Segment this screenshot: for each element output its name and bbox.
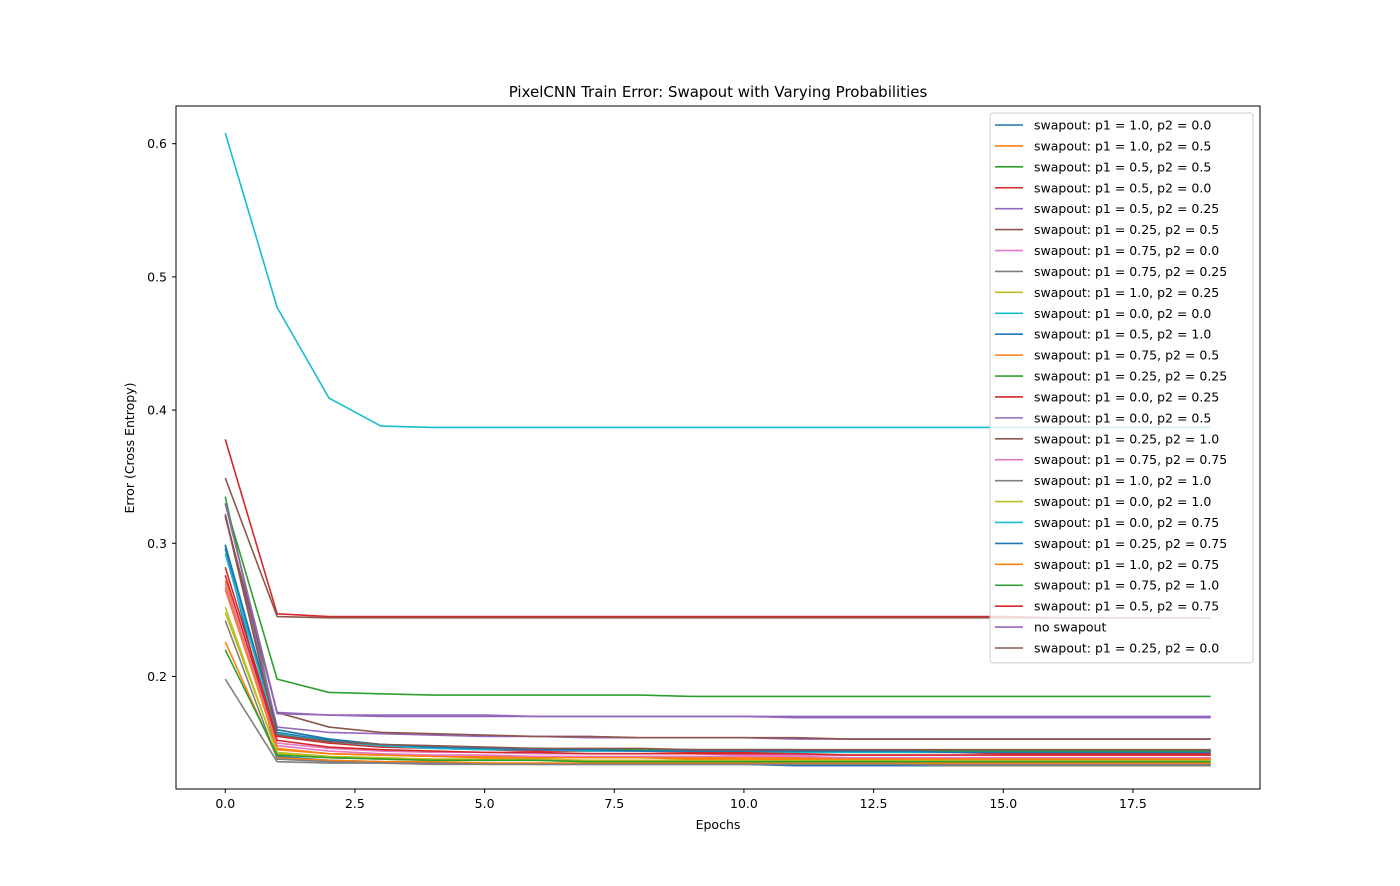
legend-label: swapout: p1 = 0.75, p2 = 0.25 (1034, 264, 1227, 279)
y-tick-label: 0.3 (147, 536, 167, 551)
series-line-12 (224, 641, 1211, 764)
x-tick-label: 2.5 (345, 796, 365, 811)
legend-label: swapout: p1 = 0.75, p2 = 0.5 (1034, 348, 1219, 363)
legend-label: swapout: p1 = 0.0, p2 = 0.0 (1034, 306, 1211, 321)
legend: swapout: p1 = 1.0, p2 = 0.0 swapout: p1 =… (989, 112, 1254, 664)
series-line-22 (224, 586, 1211, 760)
legend-label: swapout: p1 = 0.5, p2 = 0.0 (1034, 180, 1211, 195)
y-tick-label: 0.4 (147, 403, 167, 418)
legend-label: swapout: p1 = 0.75, p2 = 0.75 (1034, 452, 1227, 467)
legend-label: swapout: p1 = 0.5, p2 = 1.0 (1034, 327, 1211, 342)
series-line-16 (224, 516, 1211, 740)
x-axis-label: Epochs (696, 817, 741, 832)
series-line-18 (224, 620, 1211, 767)
legend-label: no swapout (1034, 620, 1106, 635)
x-tick-label: 10.0 (730, 796, 758, 811)
legend-label: swapout: p1 = 0.25, p2 = 0.0 (1034, 641, 1219, 656)
series-line-3 (224, 503, 1211, 698)
x-tick-label: 15.0 (989, 796, 1017, 811)
legend-label: swapout: p1 = 0.5, p2 = 0.25 (1034, 201, 1219, 216)
legend-label: swapout: p1 = 0.75, p2 = 1.0 (1034, 578, 1219, 593)
legend-label: swapout: p1 = 0.0, p2 = 0.5 (1034, 410, 1211, 425)
x-tick-label: 7.5 (604, 796, 624, 811)
legend-label: swapout: p1 = 1.0, p2 = 0.5 (1034, 138, 1211, 153)
series-line-14 (224, 567, 1211, 755)
series-line-19 (224, 612, 1211, 762)
x-tick-label: 5.0 (475, 796, 495, 811)
legend-label: swapout: p1 = 0.75, p2 = 0.0 (1034, 243, 1219, 258)
y-axis-label: Error (Cross Entropy) (122, 383, 137, 514)
y-tick-label: 0.6 (147, 136, 167, 151)
legend-label: swapout: p1 = 1.0, p2 = 0.25 (1034, 285, 1219, 300)
series-line-23 (224, 649, 1211, 763)
legend-label: swapout: p1 = 0.5, p2 = 0.5 (1034, 159, 1211, 174)
plot-area (224, 132, 1211, 767)
legend-label: swapout: p1 = 1.0, p2 = 0.75 (1034, 557, 1219, 572)
x-axis: 0.0 2.5 5.0 7.5 10.0 12.5 15.0 17.5 (215, 789, 1147, 811)
x-tick-label: 17.5 (1119, 796, 1147, 811)
legend-box (989, 112, 1254, 664)
legend-label: swapout: p1 = 0.25, p2 = 1.0 (1034, 431, 1219, 446)
legend-label: swapout: p1 = 0.25, p2 = 0.25 (1034, 369, 1227, 384)
x-tick-label: 0.0 (215, 796, 235, 811)
x-tick-label: 12.5 (860, 796, 888, 811)
legend-label: swapout: p1 = 1.0, p2 = 1.0 (1034, 473, 1211, 488)
legend-label: swapout: p1 = 0.25, p2 = 0.75 (1034, 536, 1227, 551)
legend-label: swapout: p1 = 0.0, p2 = 0.25 (1034, 389, 1219, 404)
series-line-17 (224, 589, 1211, 759)
y-tick-label: 0.2 (147, 669, 167, 684)
legend-label: swapout: p1 = 0.0, p2 = 0.75 (1034, 515, 1219, 530)
legend-label: swapout: p1 = 1.0, p2 = 0.0 (1034, 118, 1211, 133)
series-line-24 (224, 574, 1211, 756)
y-tick-label: 0.5 (147, 269, 167, 284)
series-line-25 (224, 503, 1211, 719)
y-axis: 0.2 0.3 0.4 0.5 0.6 (147, 136, 176, 684)
legend-label: swapout: p1 = 0.25, p2 = 0.5 (1034, 222, 1219, 237)
legend-label: swapout: p1 = 0.0, p2 = 1.0 (1034, 494, 1211, 509)
chart-title: PixelCNN Train Error: Swapout with Varyi… (509, 83, 928, 101)
plot-frame (175, 105, 1261, 790)
series-line-26 (224, 515, 1211, 751)
legend-label: swapout: p1 = 0.5, p2 = 0.75 (1034, 599, 1219, 614)
